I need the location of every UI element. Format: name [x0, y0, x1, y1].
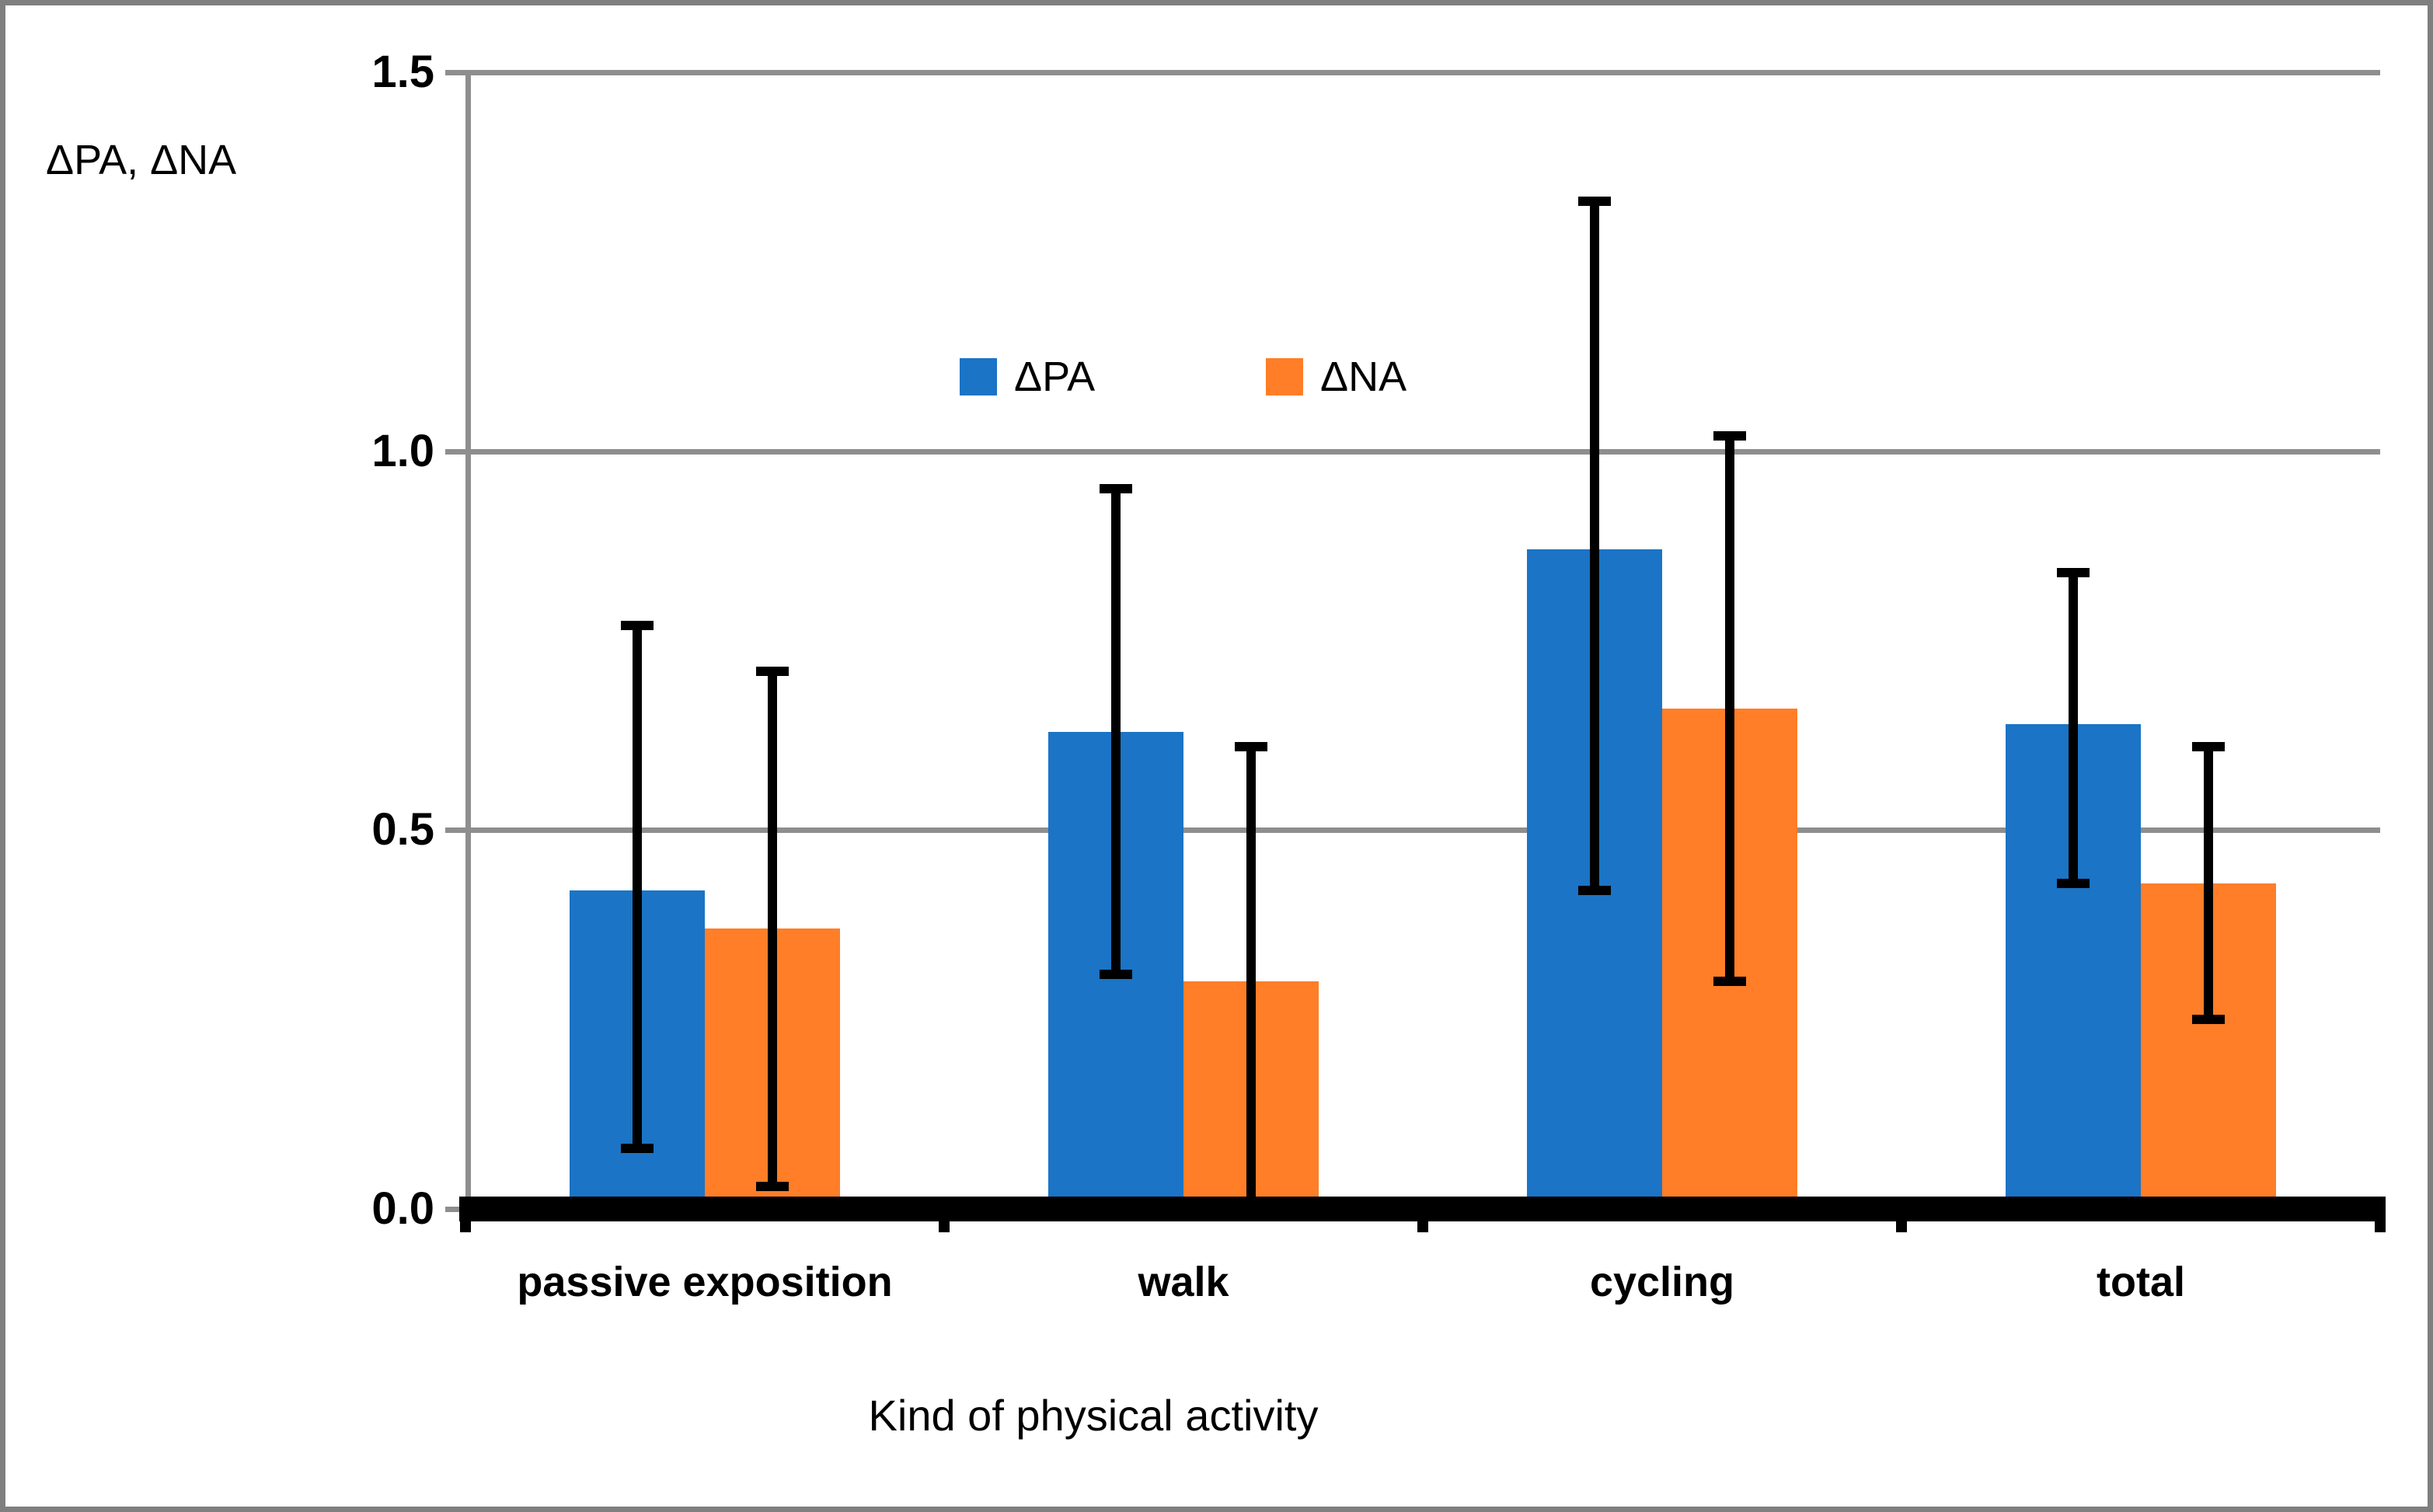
- error-bar-line: [1590, 200, 1599, 891]
- x-axis-title: Kind of physical activity: [868, 1391, 1319, 1440]
- error-bar-line: [1725, 436, 1734, 982]
- y-tick-label: 1.0: [371, 425, 434, 476]
- error-bar-cap-top: [621, 620, 654, 630]
- error-bar-cap-top: [1578, 196, 1611, 206]
- x-category-label: passive exposition: [517, 1259, 893, 1305]
- y-tick-label: 1.5: [371, 47, 434, 97]
- y-gridline: [465, 448, 2380, 455]
- y-tick-label: 0.5: [371, 804, 434, 855]
- error-bar-cap-bottom: [2057, 878, 2090, 888]
- error-bar-cap-top: [1100, 484, 1132, 494]
- y-tick-label: 0.0: [371, 1183, 434, 1234]
- error-bar-cap-bottom: [621, 1143, 654, 1153]
- error-bar-cap-top: [756, 666, 789, 676]
- error-bar-cap-bottom: [2192, 1015, 2225, 1025]
- error-bar-cap-top: [2057, 567, 2090, 577]
- error-bar-line: [2204, 747, 2213, 1020]
- legend-label: ΔNA: [1320, 354, 1407, 400]
- error-bar-cap-top: [2192, 742, 2225, 752]
- error-bar-cap-top: [1713, 431, 1746, 441]
- x-category-label: total: [2097, 1259, 2185, 1305]
- error-bar-line: [633, 625, 642, 1148]
- legend-label: ΔPA: [1014, 354, 1096, 400]
- legend-swatch-na: [1266, 358, 1303, 395]
- error-bar-line: [2069, 572, 2078, 883]
- y-gridline: [465, 827, 2380, 834]
- x-axis-tick: [1417, 1197, 1428, 1232]
- legend-swatch-pa: [960, 358, 997, 395]
- y-tick-mark: [445, 827, 465, 834]
- error-bar-cap-top: [1235, 742, 1267, 752]
- x-axis-tick: [1896, 1197, 1907, 1232]
- x-axis-tick: [939, 1197, 950, 1232]
- y-gridline: [465, 70, 2380, 75]
- y-axis-label: ΔPA, ΔNA: [46, 137, 237, 183]
- legend-item: ΔPA: [960, 354, 1095, 400]
- error-bar-cap-bottom: [1100, 969, 1132, 979]
- legend-item: ΔNA: [1266, 354, 1406, 400]
- error-bar-line: [1246, 747, 1256, 1209]
- x-axis-tick: [2375, 1197, 2386, 1232]
- x-category-label: walk: [1138, 1259, 1229, 1305]
- y-tick-mark: [445, 1207, 465, 1212]
- error-bar-cap-bottom: [1713, 977, 1746, 987]
- x-category-label: cycling: [1589, 1259, 1735, 1305]
- y-tick-mark: [445, 448, 465, 455]
- error-bar-line: [1111, 489, 1121, 974]
- x-axis-tick: [460, 1197, 471, 1232]
- error-bar-line: [768, 671, 777, 1186]
- error-bar-cap-bottom: [1578, 886, 1611, 896]
- y-axis-line: [465, 72, 471, 1209]
- error-bar-cap-bottom: [756, 1181, 789, 1191]
- y-tick-mark: [445, 70, 465, 75]
